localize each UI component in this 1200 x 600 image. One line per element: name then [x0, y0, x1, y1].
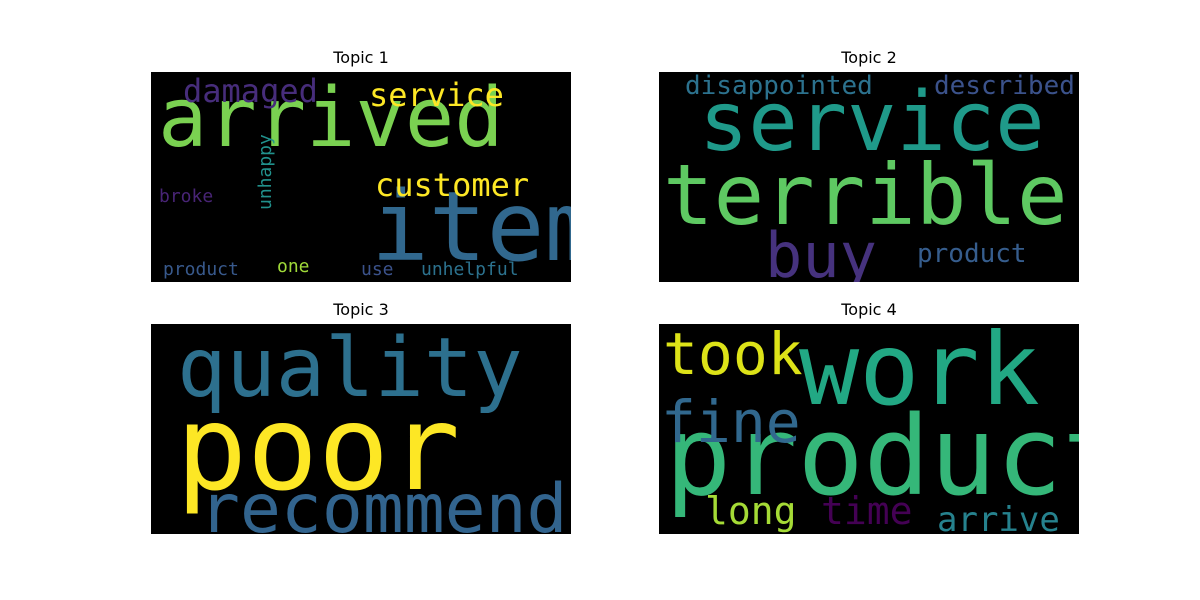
word-disappointed: disappointed: [685, 72, 873, 101]
word-took: took: [663, 324, 803, 388]
word-fine: fine: [661, 388, 801, 456]
word-customer: customer: [375, 166, 529, 204]
word-work: work: [799, 324, 1040, 428]
word-damaged: damaged: [183, 72, 318, 110]
wordcloud-topic-3: poor quality recommend: [151, 324, 571, 534]
word-arrived: arrived: [158, 72, 504, 166]
panel-title-topic-2: Topic 2: [841, 48, 897, 67]
word-recommend: recommend: [199, 470, 567, 534]
word-product: product: [665, 392, 1079, 520]
word-long: long: [705, 489, 797, 533]
word-item: item: [371, 171, 571, 282]
word-service: service: [369, 76, 504, 114]
panel-title-topic-3: Topic 3: [333, 300, 389, 319]
word-product: product: [163, 259, 239, 280]
word-terrible: terrible: [663, 146, 1068, 244]
word-poor: poor: [176, 379, 460, 517]
word-unhappy: unhappy: [255, 134, 276, 210]
panel-title-topic-4: Topic 4: [841, 300, 897, 319]
word-buy: buy: [765, 219, 877, 282]
word-described: described: [934, 72, 1075, 101]
word-arrive: arrive: [937, 500, 1060, 534]
word-quality: quality: [177, 324, 523, 416]
panel-title-topic-1: Topic 1: [333, 48, 389, 67]
wordcloud-topic-1: itemarrivedcustomer service damaged unhappy…: [151, 72, 571, 282]
wordcloud-svg-topic-1: itemarrivedcustomer service damaged unhappy…: [158, 72, 571, 282]
word-list: itemarrivedcustomer service damaged unhappy…: [158, 72, 571, 282]
word-use: use: [361, 259, 394, 280]
word-broke: broke: [159, 186, 213, 207]
wordcloud-topic-4: productworktookfine long time arrive: [659, 324, 1079, 534]
word-service: service: [699, 75, 1045, 170]
wordcloud-topic-2: terrible service buy disappointed described p…: [659, 72, 1079, 282]
word-product: product: [917, 239, 1027, 269]
word-time: time: [821, 489, 913, 533]
word-one: one: [277, 256, 310, 277]
word-list: productworktookfine long time arrive: [661, 324, 1079, 534]
word-unhelpful: unhelpful: [421, 259, 519, 280]
wordcloud-svg-topic-4: productworktookfine long time arrive: [661, 324, 1079, 534]
